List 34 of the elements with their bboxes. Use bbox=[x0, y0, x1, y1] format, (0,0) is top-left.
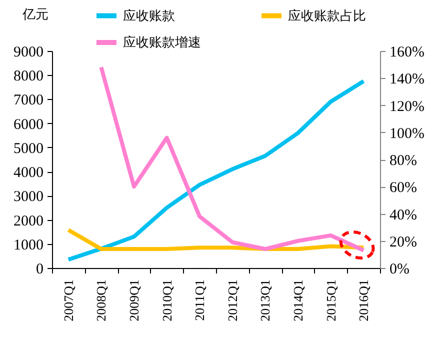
y2-tick-label: 60% bbox=[390, 180, 417, 196]
y-tick-label: 2000 bbox=[14, 213, 44, 230]
legend-label: 应收账款占比 bbox=[288, 8, 366, 24]
x-tick-label: 2012Q1 bbox=[224, 280, 240, 322]
y-tick-label: 5000 bbox=[14, 140, 44, 157]
y2-tick-label: 120% bbox=[390, 98, 424, 115]
y2-tick-label: 20% bbox=[390, 234, 417, 250]
y-tick-label: 4000 bbox=[14, 165, 44, 182]
y2-tick-label: 160% bbox=[390, 44, 424, 60]
legend-label: 应收账款增速 bbox=[123, 34, 201, 50]
y-tick-label: 8000 bbox=[14, 68, 44, 85]
y-tick-label: 9000 bbox=[14, 44, 44, 60]
x-tick-label: 2016Q1 bbox=[356, 280, 372, 322]
x-tick-label: 2009Q1 bbox=[126, 280, 142, 322]
y-tick-label: 0 bbox=[36, 262, 44, 278]
y2-tick-label: 140% bbox=[390, 72, 424, 88]
legend-label: 应收账款 bbox=[123, 8, 175, 24]
x-tick-label: 2014Q1 bbox=[290, 280, 306, 322]
x-tick-label: 2015Q1 bbox=[323, 280, 338, 322]
line-series bbox=[66, 79, 366, 262]
y2-tick-label: 100% bbox=[390, 126, 424, 142]
x-tick-label: 2007Q1 bbox=[60, 280, 76, 322]
y2-tick-label: 40% bbox=[390, 207, 417, 224]
y-tick-label: 6000 bbox=[14, 116, 44, 133]
y2-tick-label: 0% bbox=[390, 262, 410, 278]
x-tick-label: 2013Q1 bbox=[258, 280, 273, 322]
y-tick-label: 1000 bbox=[14, 237, 44, 254]
y-tick-label: 7000 bbox=[14, 92, 44, 109]
x-tick-label: 2010Q1 bbox=[159, 280, 174, 322]
y2-tick-label: 80% bbox=[390, 153, 417, 169]
x-tick-label: 2008Q1 bbox=[94, 280, 109, 322]
x-tick-label: 2011Q1 bbox=[192, 280, 208, 321]
y-tick-label: 3000 bbox=[14, 189, 44, 206]
y-axis-title: 亿元 bbox=[22, 8, 48, 22]
